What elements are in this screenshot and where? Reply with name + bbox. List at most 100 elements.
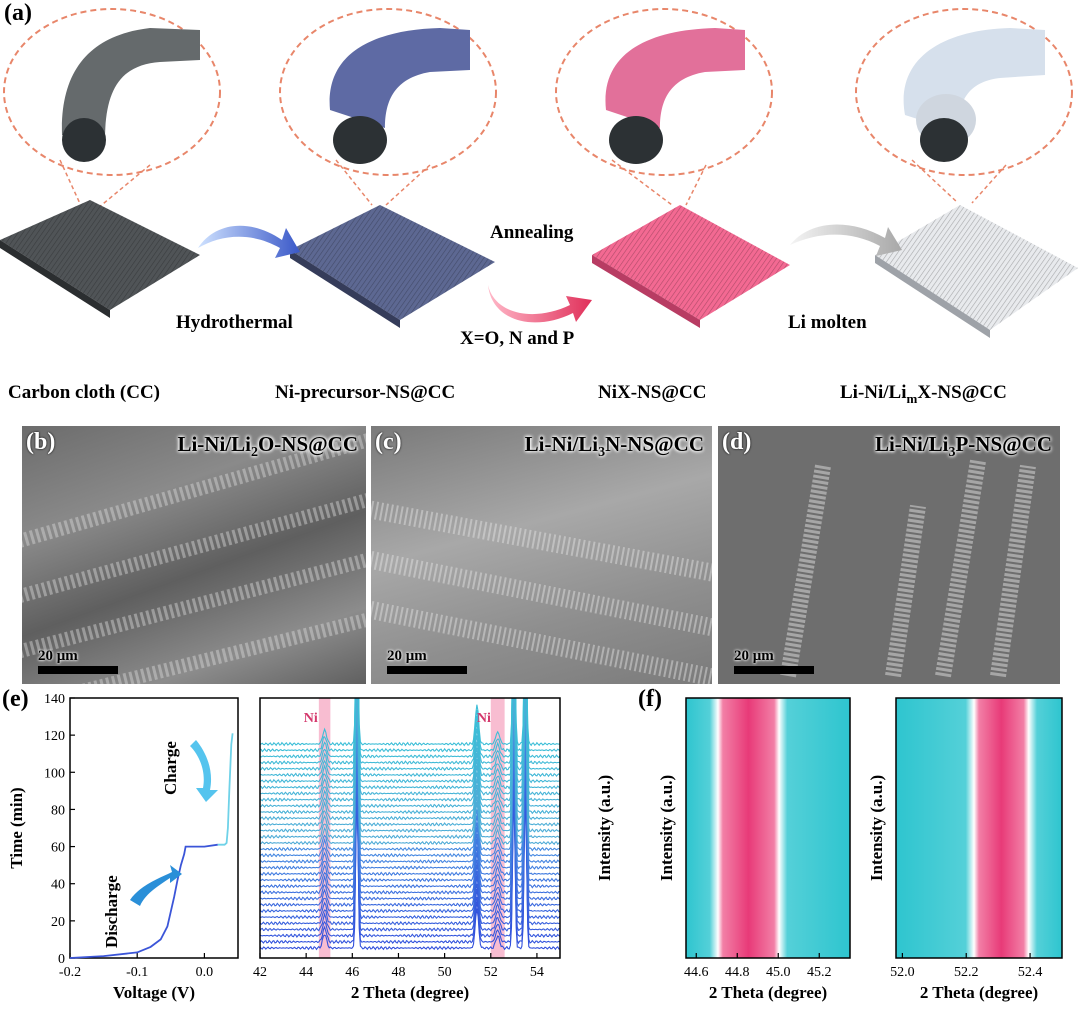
caption-nix: NiX-NS@CC — [598, 382, 707, 403]
scan-line — [260, 698, 560, 840]
y-axis-label: Intensity (a.u.) — [867, 775, 886, 881]
x-tick-label: 44.8 — [725, 965, 750, 980]
scan-line — [260, 698, 560, 852]
x-axis-label: 2 Theta (degree) — [709, 983, 827, 1002]
label-annealing: Annealing — [490, 222, 574, 243]
scan-line — [260, 731, 560, 895]
annotation-discharge: Discharge — [102, 875, 121, 948]
sem-c-title: Li-Ni/Li3N-NS@CC — [524, 432, 704, 461]
magnified-fiber-nix — [555, 8, 773, 176]
scan-line — [260, 701, 560, 864]
x-tick-label: 45.2 — [807, 965, 832, 980]
scan-line — [260, 725, 560, 889]
arrow-annealing — [488, 285, 592, 323]
y-tick-label: 120 — [44, 729, 65, 744]
y-tick-label: 80 — [51, 803, 65, 818]
arrow-li-molten — [790, 224, 902, 256]
fiber-texture-d — [780, 459, 1036, 678]
plot-frame — [685, 697, 851, 959]
x-tick-label: 54 — [530, 965, 544, 980]
arrow-hydrothermal — [198, 225, 300, 258]
x-tick-label: 52 — [484, 965, 498, 980]
series-discharge — [69, 843, 218, 959]
scan-line — [260, 698, 560, 858]
scan-line — [260, 698, 560, 747]
heatmap-fill — [686, 698, 850, 958]
chart-heatmap-52: 52.0 52.2 52.4 2 Theta (degree) Intensity (a… — [867, 697, 1063, 1002]
sem-b-label: (b) — [26, 429, 56, 455]
x-axis-label: 2 Theta (degree) — [920, 983, 1038, 1002]
x-axis-label: 2 Theta (degree) — [351, 983, 469, 1002]
scan-line — [260, 698, 560, 772]
scan-line — [260, 713, 560, 877]
x-tick-label: 42 — [253, 965, 267, 980]
scale-bar-b: 20 μm — [38, 648, 118, 674]
annotation-charge: Charge — [161, 741, 180, 795]
x-tick-label: 0.0 — [196, 965, 214, 980]
x-tick-label: 50 — [438, 965, 452, 980]
y-tick-label: 100 — [44, 766, 65, 781]
sem-c-label: (c) — [375, 429, 402, 455]
magnified-fiber-li — [855, 8, 1073, 176]
scan-line — [260, 698, 560, 833]
scan-line — [260, 698, 560, 803]
x-tick-label: 46 — [345, 965, 359, 980]
chart-xrd-waterfall: 42 44 46 48 50 52 54 2 Theta (degree) Intensity … — [253, 697, 614, 1002]
sem-image-c: (c) Li-Ni/Li3N-NS@CC 20 μm — [371, 426, 712, 684]
y-tick-label: 140 — [44, 692, 65, 707]
scan-line — [260, 698, 560, 846]
x-tick-label: 48 — [391, 965, 405, 980]
scan-line — [260, 744, 560, 908]
x-tick-label: 52.0 — [890, 965, 915, 980]
x-axis-label: Voltage (V) — [113, 983, 195, 1002]
charge-arrow-icon — [190, 740, 218, 802]
caption-carbon-cloth: Carbon cloth (CC) — [8, 382, 160, 403]
scan-line — [260, 698, 560, 753]
y-tick-label: 0 — [58, 952, 65, 967]
scan-line — [260, 698, 560, 827]
scan-line — [260, 757, 560, 920]
scan-line — [260, 738, 560, 901]
scan-line — [260, 698, 560, 815]
plot-frame — [259, 697, 561, 959]
scan-line — [260, 698, 560, 759]
chart-heatmap-44: 44.6 44.8 45.0 45.2 2 Theta (degree) Intensit… — [657, 697, 851, 1002]
x-tick-label: -0.2 — [59, 965, 81, 980]
scan-line — [260, 762, 560, 926]
scan-line — [260, 769, 560, 932]
discharge-arrow-icon — [130, 865, 182, 906]
scale-bar-c: 20 μm — [387, 648, 467, 674]
leader-lines — [59, 159, 1007, 209]
sem-d-label: (d) — [722, 429, 752, 455]
scan-line — [260, 774, 560, 938]
scan-line — [260, 698, 560, 790]
panel-f-label: (f) — [638, 686, 662, 712]
label-annealing-note: X=O, N and P — [460, 328, 575, 349]
plot-frame — [69, 697, 239, 959]
scan-line — [260, 719, 560, 883]
x-tick-label: -0.1 — [126, 965, 148, 980]
scan-line — [260, 698, 560, 796]
panel-e-label: (e) — [2, 686, 29, 712]
cloth-carbon — [0, 200, 200, 318]
y-tick-label: 60 — [51, 841, 65, 856]
annotation-ni-1: Ni — [304, 711, 318, 726]
cloth-precursor — [290, 205, 495, 328]
x-tick-label: 52.4 — [1018, 965, 1043, 980]
caption-li-ni: Li-Ni/LimX-NS@CC — [840, 382, 1007, 406]
x-tick-label: 52.2 — [954, 965, 979, 980]
y-axis-label: Time (min) — [7, 787, 26, 868]
x-tick-label: 45.0 — [766, 965, 791, 980]
fiber-texture-b — [22, 433, 366, 684]
annotation-ni-2: Ni — [477, 711, 491, 726]
label-hydrothermal: Hydrothermal — [176, 312, 293, 333]
scan-group — [260, 698, 560, 951]
scan-line — [260, 781, 560, 945]
scan-line — [260, 698, 560, 765]
sem-image-d: (d) Li-Ni/Li3P-NS@CC 20 μm — [718, 426, 1060, 684]
scale-bar-d: 20 μm — [734, 648, 814, 674]
x-tick-label: 44.6 — [684, 965, 709, 980]
magnified-fiber-precursor — [279, 8, 497, 176]
sem-d-title: Li-Ni/Li3P-NS@CC — [874, 432, 1052, 461]
